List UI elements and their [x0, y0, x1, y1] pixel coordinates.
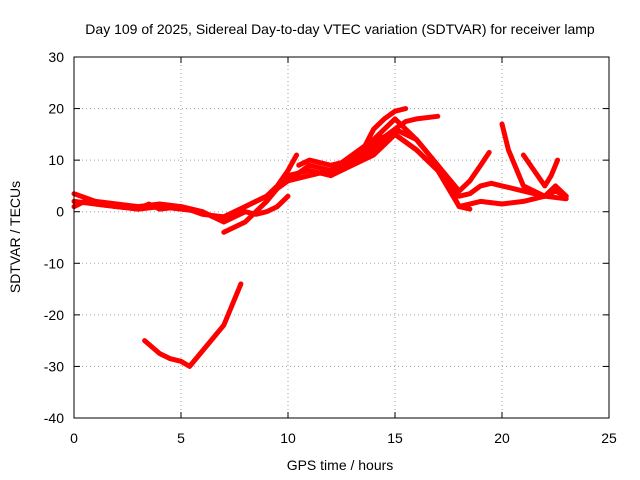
y-tick-label: 10 — [48, 152, 64, 168]
plot-frame — [73, 56, 610, 419]
x-tick-label: 20 — [494, 430, 510, 446]
y-tick-label: 30 — [48, 49, 64, 65]
y-axis-label: SDTVAR / TECUs — [7, 181, 23, 293]
x-tick-label: 10 — [280, 430, 296, 446]
series-line-s5 — [285, 116, 492, 194]
series-line-s10 — [520, 152, 561, 189]
x-axis-ticks: 0 5 10 15 20 25 — [70, 57, 617, 446]
x-axis-label: GPS time / hours — [287, 457, 394, 473]
grid — [74, 57, 609, 418]
series-line-s11 — [142, 281, 244, 369]
series-line-s7 — [328, 113, 441, 179]
x-tick-label: 5 — [177, 430, 185, 446]
y-tick-label: -10 — [44, 255, 64, 271]
chart-title: Day 109 of 2025, Sidereal Day-to-day VTE… — [85, 21, 595, 37]
series-line-s9 — [499, 121, 569, 199]
y-tick-label: -40 — [44, 410, 64, 426]
x-tick-label: 15 — [387, 430, 403, 446]
y-tick-label: -30 — [44, 358, 64, 374]
y-tick-label: -20 — [44, 307, 64, 323]
x-tick-label: 25 — [601, 430, 617, 446]
y-tick-label: 0 — [56, 204, 64, 220]
y-axis-ticks: 30 20 10 0 -10 -20 -30 -40 — [44, 49, 609, 426]
y-tick-label: 20 — [48, 101, 64, 117]
x-tick-label: 0 — [70, 430, 78, 446]
traces — [71, 106, 569, 369]
series-line-s8 — [371, 131, 473, 212]
series-line-s6 — [296, 106, 409, 168]
